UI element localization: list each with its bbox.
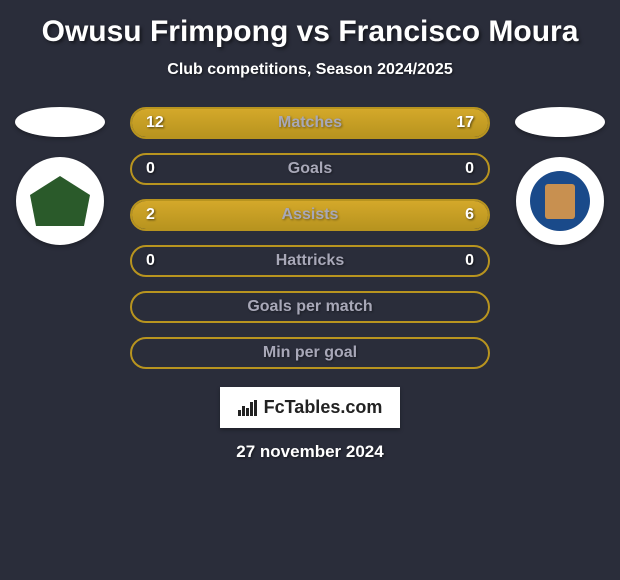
bar-content: 12Matches17 [132,114,488,132]
stat-label: Assists [176,206,444,224]
stat-label: Hattricks [176,252,444,270]
club-badge-left [16,157,104,245]
stat-label: Goals per match [176,298,444,316]
club-badge-right [516,157,604,245]
subtitle: Club competitions, Season 2024/2025 [0,61,620,79]
fctables-logo[interactable]: FcTables.com [220,387,401,428]
bar-content: Goals per match [132,298,488,316]
bar-content: 0Goals0 [132,160,488,178]
right-player-col [510,107,610,245]
stat-label: Min per goal [176,344,444,362]
club-logo-left-icon [30,176,90,226]
stat-value-right: 0 [444,252,474,270]
stat-value-right: 6 [444,206,474,224]
stat-bar-goals: 0Goals0 [130,153,490,185]
player-photo-placeholder-right [515,107,605,137]
stat-value-right: 0 [444,160,474,178]
bar-chart-icon [238,400,258,416]
player-photo-placeholder-left [15,107,105,137]
stat-value-left: 12 [146,114,176,132]
stats-column: 12Matches170Goals02Assists60Hattricks0Go… [130,107,490,369]
club-logo-right-icon [530,171,590,231]
stat-label: Goals [176,160,444,178]
left-player-col [10,107,110,245]
bar-content: Min per goal [132,344,488,362]
stat-value-left: 0 [146,160,176,178]
bar-content: 0Hattricks0 [132,252,488,270]
stat-bar-goals-per-match: Goals per match [130,291,490,323]
stat-bar-min-per-goal: Min per goal [130,337,490,369]
comparison-row: 12Matches170Goals02Assists60Hattricks0Go… [0,107,620,369]
stat-value-right: 17 [444,114,474,132]
stat-bar-hattricks: 0Hattricks0 [130,245,490,277]
bar-content: 2Assists6 [132,206,488,224]
stat-value-left: 0 [146,252,176,270]
stat-bar-assists: 2Assists6 [130,199,490,231]
stat-label: Matches [176,114,444,132]
stat-bar-matches: 12Matches17 [130,107,490,139]
date-text: 27 november 2024 [236,442,383,462]
stat-value-left: 2 [146,206,176,224]
footer: FcTables.com 27 november 2024 [0,387,620,462]
logo-text: FcTables.com [264,397,383,418]
page-title: Owusu Frimpong vs Francisco Moura [0,15,620,49]
